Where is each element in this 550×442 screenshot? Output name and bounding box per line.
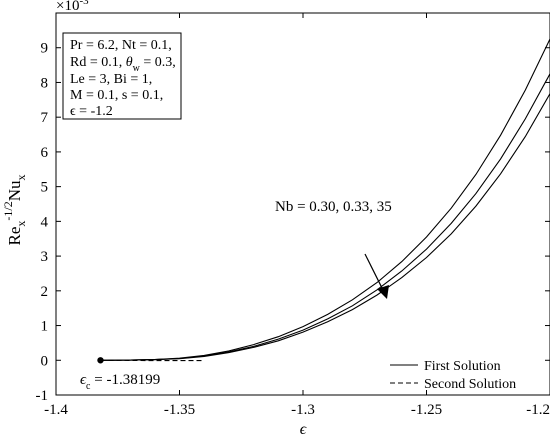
series-line-first-solution-3 [100,93,550,361]
x-axis-label: ϵ [300,421,307,438]
y-tick-label: 8 [41,75,49,91]
y-axis-label: Rex-1/2Nux [1,174,28,245]
y-multiplier-base: ×10 [56,0,79,14]
y-tick-label: 6 [41,145,49,161]
y-tick-label: 9 [41,41,49,57]
y-tick-label: 3 [41,249,49,265]
param-eps: ϵ = -1.2 [70,104,113,119]
critical-label: ϵc = -1.38199 [80,372,160,392]
y-tick-label: 0 [41,353,49,369]
legend-label-second: Second Solution [424,377,516,392]
y-tick-label: 7 [41,110,49,126]
x-tick-label: -1.25 [411,402,442,418]
param-le-bi: Le = 3, Bi = 1, [70,72,152,87]
y-tick-label: 4 [41,214,49,230]
legend-label-first: First Solution [424,359,501,374]
y-tick-label: 2 [41,284,49,300]
y-tick-label: 1 [41,319,49,335]
nb-annotation: Nb = 0.30, 0.33, 35 [275,199,392,215]
y-tick-label: -1 [36,388,49,404]
y-multiplier: ×10-3 [56,0,89,14]
x-tick-label: -1.4 [44,402,68,418]
legend: First Solution Second Solution [390,359,516,392]
x-tick-label: -1.35 [164,402,195,418]
x-tick-label: -1.3 [291,402,315,418]
critical-point [97,357,104,364]
y-multiplier-exp: -3 [79,0,89,7]
x-tick-label: -1.2 [526,402,550,418]
param-m-s: M = 0.1, s = 0.1, [70,88,163,103]
parameter-box [62,32,182,120]
nb-arrow-head [377,285,389,299]
x-tick-labels: -1.4 -1.35 -1.3 -1.25 -1.2 [44,402,550,418]
nb-arrow-shaft [364,253,385,293]
param-pr-nt: Pr = 6.2, Nt = 0.1, [70,38,172,53]
y-tick-labels: -1 0 1 2 3 4 5 6 7 8 9 [36,41,49,404]
series-layer [100,38,550,362]
y-tick-label: 5 [41,180,49,196]
param-rd-theta: Rd = 0.1, θw = 0.3, [70,55,176,74]
